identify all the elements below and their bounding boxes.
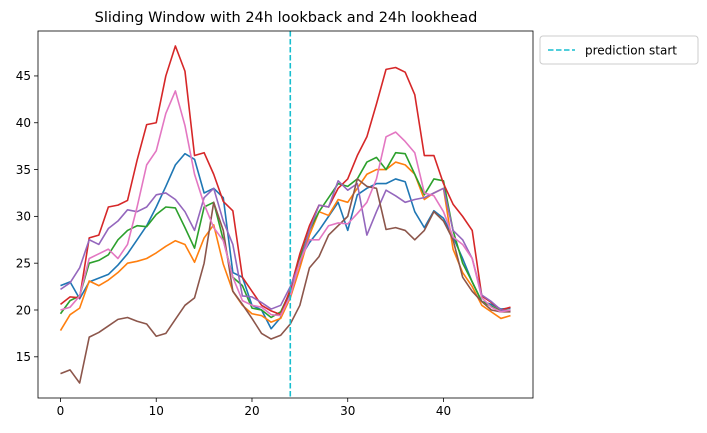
y-axis-ticks: 15 20 25 30 35 40 45 bbox=[16, 69, 38, 364]
y-tick-label: 45 bbox=[16, 69, 31, 83]
x-tick-label: 20 bbox=[244, 404, 259, 418]
series-line-6 bbox=[60, 178, 511, 384]
plot-area-frame bbox=[37, 30, 534, 399]
y-tick-label: 20 bbox=[16, 303, 31, 317]
series-line-3 bbox=[59, 151, 511, 319]
y-tick-label: 35 bbox=[16, 163, 31, 177]
series-line-7 bbox=[60, 90, 511, 317]
chart-title: Sliding Window with 24h lookback and 24h… bbox=[95, 10, 478, 26]
y-tick-label: 25 bbox=[16, 256, 31, 270]
legend: prediction start bbox=[539, 35, 699, 65]
x-tick-label: 40 bbox=[436, 404, 451, 418]
x-axis-ticks: 0 10 20 30 40 bbox=[57, 398, 451, 418]
x-tick-label: 0 bbox=[57, 404, 65, 418]
legend-box bbox=[539, 35, 699, 65]
x-tick-label: 10 bbox=[149, 404, 164, 418]
series-layer bbox=[59, 45, 511, 384]
y-tick-label: 15 bbox=[16, 350, 31, 364]
legend-prediction-start-label: prediction start bbox=[585, 44, 677, 58]
series-line-4 bbox=[60, 45, 511, 316]
x-tick-label: 30 bbox=[340, 404, 355, 418]
y-tick-label: 40 bbox=[16, 116, 31, 130]
y-tick-label: 30 bbox=[16, 210, 31, 224]
